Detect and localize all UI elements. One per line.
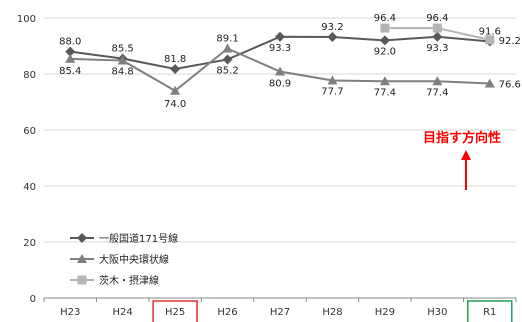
data-label: 85.4 — [59, 66, 81, 77]
square-marker — [77, 275, 87, 285]
y-axis-ticks: 0 20 40 60 80 100 — [17, 14, 36, 305]
diamond-marker — [222, 54, 233, 65]
legend-label: 茨木・摂津線 — [99, 274, 159, 287]
data-label: 89.1 — [216, 34, 238, 45]
data-label: 92.0 — [374, 46, 396, 57]
x-tick-label: H26 — [217, 307, 237, 318]
triangle-marker — [77, 254, 87, 263]
square-marker — [432, 23, 442, 33]
square-marker — [380, 23, 390, 33]
legend-item: 茨木・摂津線 — [70, 274, 159, 287]
triangle-marker — [222, 43, 233, 53]
category-highlight-box — [152, 300, 198, 322]
y-tick-label: 20 — [23, 238, 36, 249]
x-tick-label: H28 — [322, 307, 342, 318]
data-label: 84.8 — [112, 67, 134, 78]
x-tick-label: H27 — [270, 307, 290, 318]
legend-item: 一般国道171号線 — [70, 232, 178, 245]
data-label: 81.8 — [164, 54, 186, 65]
legend-item: 大阪中央環状線 — [70, 253, 169, 266]
data-label: 76.6 — [499, 80, 521, 91]
y-tick-label: 60 — [23, 126, 36, 137]
data-label: 96.4 — [426, 13, 448, 24]
data-label: 88.0 — [59, 37, 81, 48]
diamond-marker — [65, 46, 76, 57]
x-tick-label: H30 — [427, 307, 447, 318]
data-label: 93.2 — [321, 22, 343, 33]
diamond-marker — [379, 35, 390, 46]
data-label: 91.6 — [479, 27, 501, 38]
annotation-arrow-head — [461, 150, 471, 160]
diamond-marker — [327, 32, 338, 43]
x-tick-label: H24 — [113, 307, 133, 318]
data-label: 93.3 — [426, 43, 448, 54]
series-1 — [65, 43, 495, 95]
triangle-marker — [379, 76, 390, 86]
x-axis-ticks: H23 H24 H25 H26 H27 H28 H29 H30 R1 — [43, 298, 517, 318]
legend-label: 一般国道171号線 — [99, 232, 178, 245]
triangle-marker — [117, 55, 128, 65]
data-label: 93.3 — [269, 43, 291, 54]
data-label: 77.7 — [321, 86, 343, 97]
data-label: 85.5 — [112, 44, 134, 55]
chart-series — [65, 23, 495, 95]
data-labels: 88.0 85.5 81.8 85.2 93.3 93.2 92.0 93.3 91.6 85.4… — [59, 13, 521, 110]
y-tick-label: 40 — [23, 182, 36, 193]
data-label: 96.4 — [374, 13, 396, 24]
diamond-marker — [77, 233, 87, 243]
x-tick-label: H23 — [60, 307, 80, 318]
triangle-marker — [275, 66, 285, 76]
category-highlights — [152, 300, 513, 322]
data-label: 80.9 — [269, 78, 291, 89]
triangle-marker — [432, 76, 443, 86]
y-tick-label: 80 — [23, 70, 36, 81]
data-label: 77.4 — [374, 87, 396, 98]
diamond-marker — [170, 63, 181, 74]
triangle-marker — [170, 85, 181, 95]
legend-label: 大阪中央環状線 — [99, 253, 169, 266]
y-tick-label: 0 — [30, 294, 36, 305]
x-tick-label: R1 — [483, 307, 496, 318]
triangle-marker — [327, 75, 338, 85]
x-tick-label: H25 — [165, 307, 185, 318]
data-label: 74.0 — [164, 99, 186, 110]
direction-annotation: 目指す方向性 — [423, 130, 501, 190]
data-label: 85.2 — [216, 65, 238, 76]
diamond-marker — [275, 31, 285, 42]
diamond-marker — [432, 31, 443, 42]
data-label: 92.2 — [499, 36, 521, 47]
data-label: 77.4 — [426, 87, 448, 98]
x-tick-label: H29 — [375, 307, 395, 318]
square-marker — [485, 35, 495, 45]
category-highlight-box — [467, 300, 513, 322]
triangle-marker — [65, 53, 76, 63]
y-tick-label: 100 — [17, 14, 36, 25]
triangle-marker — [484, 78, 495, 88]
annotation-text: 目指す方向性 — [423, 130, 501, 146]
series-2 — [380, 23, 495, 45]
